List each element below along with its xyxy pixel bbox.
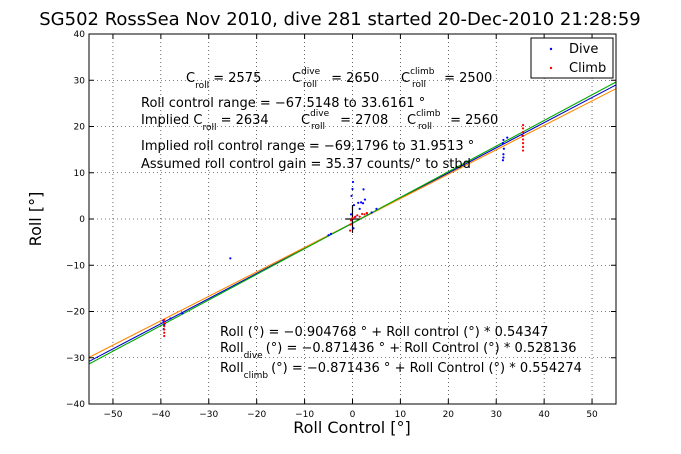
gain-text: Assumed roll control gain = 35.37 counts… — [141, 157, 471, 172]
x-tick-label: −30 — [199, 410, 218, 420]
dive-point — [362, 188, 365, 191]
annotations: Croll = 2575 Cdive roll = 2650 Cclimb roll… — [141, 67, 582, 381]
c-roll-line: Croll = 2575 Cdive roll = 2650 Cclimb roll… — [186, 67, 492, 91]
dive-point — [361, 202, 365, 205]
x-tick-label: 30 — [491, 410, 503, 420]
fit-all-text: Roll (°) = −0.904768 ° + Roll control (°… — [220, 325, 548, 340]
legend-marker-dive — [549, 47, 553, 51]
climb-point — [521, 134, 525, 137]
dive-point — [181, 312, 184, 315]
dive-point — [502, 138, 505, 142]
implied-c-roll-line: Implied Croll = 2634 Cdive roll = 2708 Cc… — [141, 109, 498, 133]
y-axis-title: Roll [°] — [26, 192, 45, 247]
legend-box — [530, 37, 614, 79]
dive-point — [506, 136, 509, 139]
dive-point — [501, 142, 505, 145]
x-tick-label: 0 — [350, 410, 356, 420]
legend-marker-climb — [549, 66, 553, 70]
y-tick-label: −30 — [66, 354, 85, 364]
dive-point — [360, 201, 363, 204]
dive-point — [329, 232, 333, 235]
climb-point — [356, 214, 359, 217]
control-range-text: Roll control range = −67.5148 to 33.6161… — [141, 96, 425, 111]
climb-point — [163, 328, 166, 331]
climb-point — [521, 127, 525, 130]
y-tick-label: −20 — [66, 308, 85, 318]
climb-point — [353, 216, 356, 219]
y-tick-label: 10 — [74, 169, 86, 179]
x-tick-label: 20 — [443, 410, 455, 420]
y-tick-label: −10 — [66, 261, 85, 271]
grid — [89, 34, 616, 404]
climb-point — [521, 138, 525, 141]
dive-point — [351, 180, 355, 184]
legend: Dive Climb — [530, 37, 614, 79]
dive-point — [502, 156, 505, 159]
climb-point — [351, 216, 354, 220]
dive-point — [352, 227, 355, 230]
dive-point — [370, 211, 373, 214]
x-tick-label: −40 — [151, 410, 170, 420]
x-tick-label: −20 — [247, 410, 266, 420]
x-tick-label: 10 — [395, 410, 407, 420]
climb-point — [349, 229, 352, 232]
legend-label-climb: Climb — [569, 61, 606, 76]
climb-point — [363, 213, 366, 216]
climb-point — [521, 142, 525, 145]
climb-point — [365, 211, 368, 215]
dive-point — [349, 213, 353, 216]
climb-point — [163, 325, 166, 328]
dive-point — [502, 147, 505, 150]
climb-point — [163, 334, 166, 338]
dive-point — [502, 153, 505, 156]
data-points — [162, 124, 525, 338]
dive-point — [375, 207, 378, 210]
climb-point — [358, 215, 361, 218]
y-tick-label: −40 — [66, 400, 85, 410]
dive-point — [357, 201, 360, 204]
y-tick-label: 40 — [74, 30, 86, 40]
climb-point — [349, 219, 353, 222]
x-tick-label: 40 — [538, 410, 550, 420]
x-tick-label: 50 — [586, 410, 598, 420]
legend-label-dive: Dive — [569, 42, 598, 57]
climb-point — [521, 130, 525, 134]
climb-point — [521, 145, 525, 148]
axis-ticks: −50 −40 −30 −20 −10 0 10 20 30 40 50 −40 −30 −20 −10 0 1… — [66, 30, 616, 420]
dive-point — [351, 187, 354, 191]
y-tick-label: 20 — [74, 123, 86, 133]
dive-point — [363, 198, 367, 201]
dive-point — [169, 317, 172, 320]
climb-point — [360, 212, 364, 216]
dive-point — [352, 204, 356, 207]
x-tick-label: −10 — [295, 410, 314, 420]
dive-point — [350, 194, 353, 197]
implied-range-text: Implied roll control range = −69.1796 to… — [141, 139, 474, 154]
dive-point — [358, 207, 361, 210]
x-axis-title: Roll Control [°] — [293, 418, 411, 437]
dive-point — [501, 159, 505, 162]
dive-point — [327, 234, 330, 237]
climb-point — [163, 331, 166, 334]
climb-point — [521, 149, 525, 152]
dive-point — [229, 257, 232, 260]
climb-point — [163, 321, 166, 325]
climb-point — [163, 318, 166, 321]
climb-point — [521, 124, 525, 127]
plot-title: SG502 RossSea Nov 2010, dive 281 started… — [39, 9, 640, 30]
fit-dive-text: Rolldive (°) = −0.871436 ° + Roll Control… — [220, 341, 577, 361]
fit-climb-text: Rollclimb (°) = −0.871436 ° + Roll Contro… — [220, 361, 582, 381]
x-tick-label: −50 — [103, 410, 122, 420]
y-tick-label: 30 — [74, 76, 86, 86]
y-tick-label: 0 — [79, 215, 85, 225]
climb-point — [349, 223, 352, 226]
